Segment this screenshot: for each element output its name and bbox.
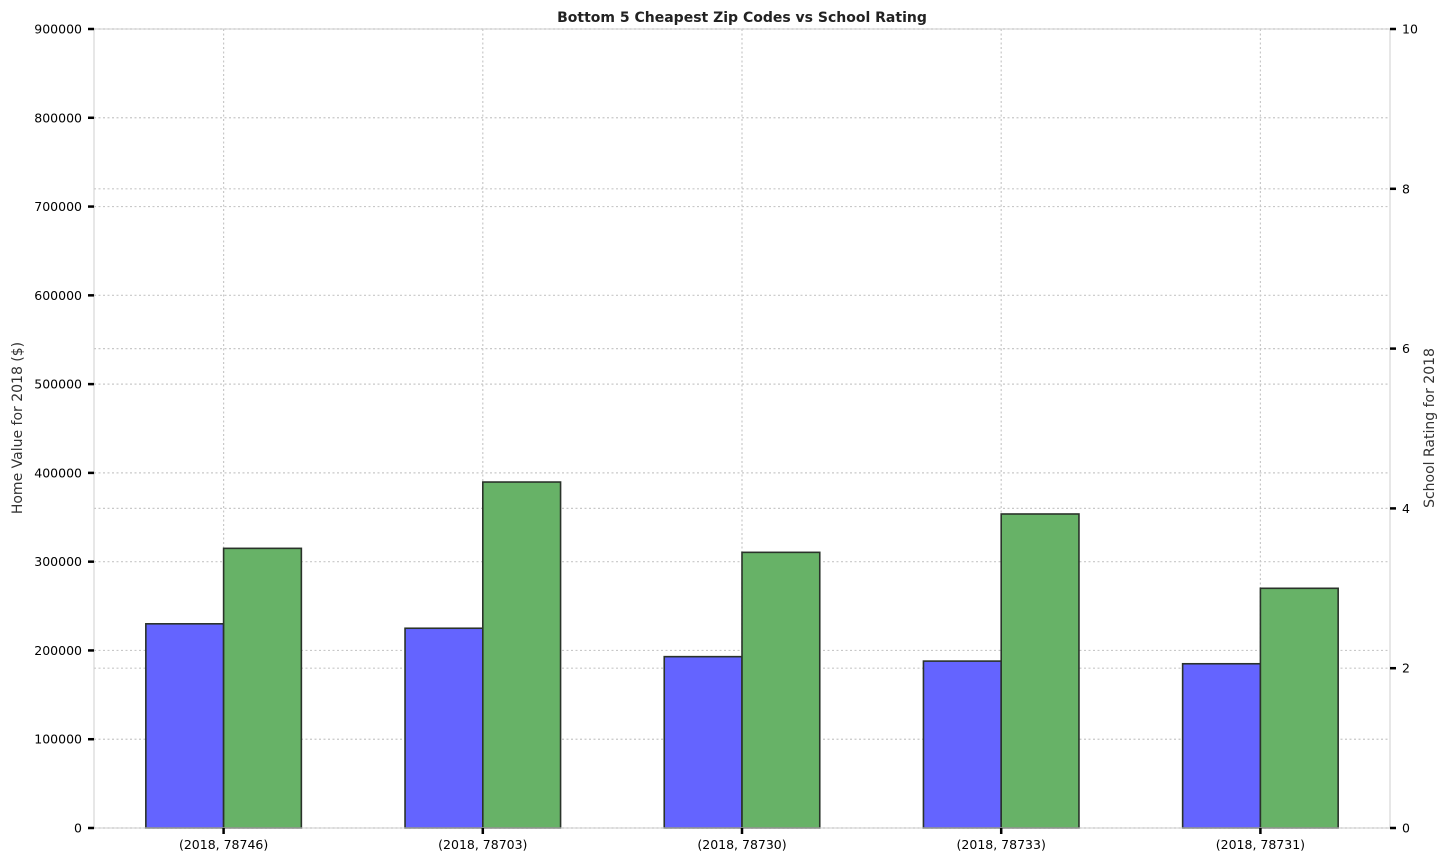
x-tick-label: (2018, 78733) xyxy=(957,837,1046,852)
bar-school-rating xyxy=(481,481,562,829)
y-right-tick-label: 8 xyxy=(1402,181,1410,196)
bar-school-rating xyxy=(1000,513,1080,829)
y-left-tick-label: 400000 xyxy=(34,465,82,480)
y-left-tick-label: 100000 xyxy=(34,732,82,747)
y-left-tick-label: 900000 xyxy=(34,22,82,37)
y-left-tick-label: 600000 xyxy=(34,288,82,303)
y-left-tick-label: 800000 xyxy=(34,110,82,125)
axes-layer: 0 100000 200000 300000 400000 500000 600000 700… xyxy=(34,22,1418,853)
bar-home-value xyxy=(1181,662,1262,829)
bars-layer xyxy=(145,481,1339,829)
y-left-tick-label: 200000 xyxy=(34,643,82,658)
y-right-tick-label: 6 xyxy=(1402,341,1410,356)
bar-home-value xyxy=(145,623,225,829)
y-left-tick-label: 300000 xyxy=(34,554,82,569)
y-right-tick-label: 10 xyxy=(1402,22,1418,37)
bar-school-rating xyxy=(222,547,303,829)
x-tick-label: (2018, 78730) xyxy=(697,837,786,852)
x-tick-label: (2018, 78731) xyxy=(1216,837,1305,852)
bar-home-value xyxy=(922,660,1003,829)
bar-home-value xyxy=(404,627,484,829)
y-right-tick-label: 4 xyxy=(1402,501,1410,516)
x-tick-label: (2018, 78703) xyxy=(438,837,527,852)
bar-school-rating xyxy=(741,551,821,829)
y-left-tick-label: 700000 xyxy=(34,199,82,214)
y-axis-left-label: Home Value for 2018 ($) xyxy=(10,342,26,514)
y-left-tick-label: 0 xyxy=(74,821,82,836)
y-axis-right-label: School Rating for 2018 xyxy=(1422,348,1438,508)
bar-home-value xyxy=(663,655,743,829)
bar-school-rating xyxy=(1259,587,1339,829)
y-right-tick-label: 2 xyxy=(1402,661,1410,676)
y-left-tick-label: 500000 xyxy=(34,377,82,392)
y-right-tick-label: 0 xyxy=(1402,821,1410,836)
x-tick-label: (2018, 78746) xyxy=(179,837,268,852)
chart-title: Bottom 5 Cheapest Zip Codes vs School Ra… xyxy=(557,10,927,26)
